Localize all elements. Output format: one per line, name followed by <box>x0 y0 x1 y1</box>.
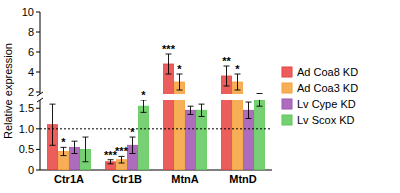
bar <box>244 110 254 170</box>
bar <box>164 64 174 170</box>
bar <box>255 100 265 170</box>
error-bar <box>188 106 194 114</box>
y-tick-label: 4 <box>28 66 34 78</box>
legend-swatch <box>282 99 292 109</box>
error-bar <box>177 74 183 90</box>
significance-label: *** <box>162 43 176 55</box>
error-bar <box>61 147 67 155</box>
legend-swatch <box>282 115 292 125</box>
x-tick-label: Ctr1A <box>54 173 84 185</box>
axis-break-mark <box>37 98 43 102</box>
error-bar <box>50 104 56 145</box>
y-tick <box>36 128 40 129</box>
y-tick-label: 6 <box>28 46 34 58</box>
bar <box>186 110 196 170</box>
error-bar <box>235 74 241 90</box>
error-bar <box>257 94 263 107</box>
significance-label: ** <box>222 55 231 67</box>
y-tick-label: 8 <box>28 26 34 38</box>
legend-swatch <box>282 67 292 77</box>
y-tick-label: 10 <box>22 6 34 18</box>
axis-break-mark <box>37 92 43 96</box>
y-tick-label: 1.5 <box>19 102 34 114</box>
y-tick <box>36 52 40 53</box>
error-bar <box>199 104 205 116</box>
y-axis-label: Relative expression <box>2 43 14 139</box>
error-bar <box>141 100 147 112</box>
x-tick-label: Ctr1B <box>112 173 142 185</box>
error-bar <box>224 66 230 86</box>
error-bar <box>246 102 252 118</box>
x-tick-label: MtnA <box>171 173 199 185</box>
bar <box>222 76 232 170</box>
y-tick <box>36 12 40 13</box>
y-tick <box>36 32 40 33</box>
legend-label: Lv Scox KD <box>297 114 355 126</box>
bar <box>197 110 207 170</box>
reference-line <box>40 128 272 129</box>
significance-label: * <box>130 126 135 138</box>
legend-label: Ad Coa8 KD <box>297 66 358 78</box>
significance-label: * <box>141 89 146 101</box>
chart: 0 0.5 1.0 1.5 2 4 6 8 10 Relative expression Ctr1A… <box>0 0 400 193</box>
significance-label: * <box>177 63 182 75</box>
y-axis-lower <box>40 100 41 170</box>
plot-area <box>48 54 265 170</box>
error-bar <box>166 54 172 74</box>
error-bar <box>83 137 89 162</box>
y-tick <box>36 170 40 171</box>
y-tick-label: 0 <box>28 164 34 176</box>
legend-swatch <box>282 83 292 93</box>
y-tick <box>36 108 40 109</box>
y-tick <box>36 72 40 73</box>
bar <box>233 82 243 170</box>
legend-label: Ad Coa3 KD <box>297 82 358 94</box>
y-tick <box>36 149 40 150</box>
y-tick-label: 2 <box>28 86 34 98</box>
x-tick-label: MtnD <box>229 173 257 185</box>
bar <box>175 82 185 170</box>
y-tick <box>36 92 40 93</box>
error-bar <box>130 137 136 153</box>
y-tick-label: 0.5 <box>19 143 34 155</box>
y-axis-upper <box>40 12 41 94</box>
significance-label: * <box>235 63 240 75</box>
y-tick-label: 1.0 <box>19 123 34 135</box>
significance-label: *** <box>115 145 129 157</box>
significance-label: * <box>61 136 66 148</box>
error-bar <box>72 141 78 153</box>
bar <box>139 106 149 170</box>
legend-label: Lv Cype KD <box>297 98 356 110</box>
